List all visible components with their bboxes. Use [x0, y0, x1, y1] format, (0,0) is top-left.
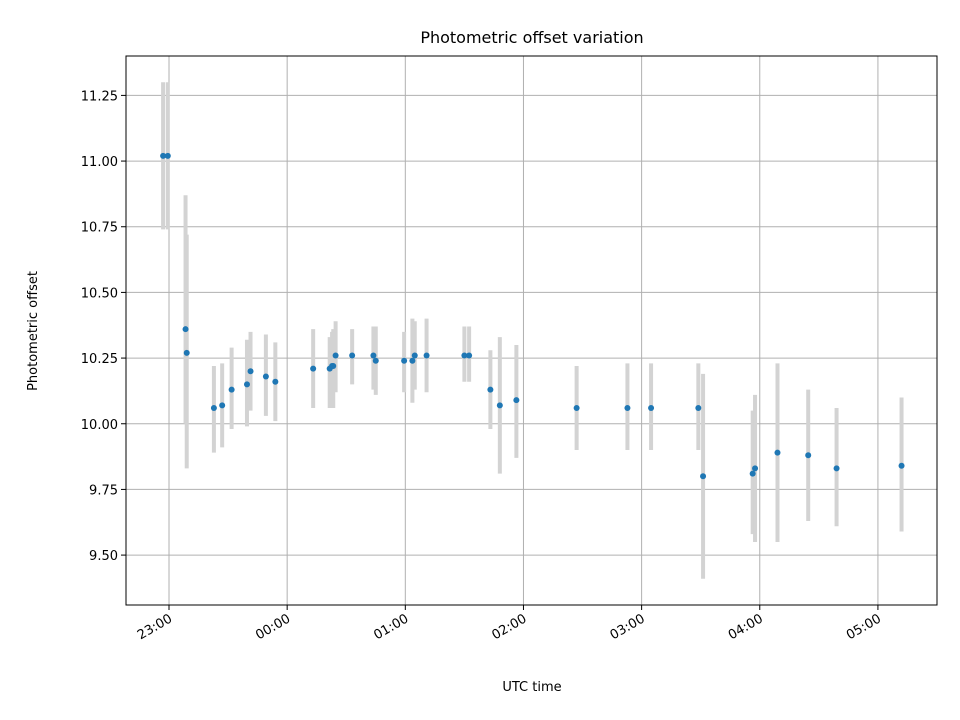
y-tick-label: 10.75 — [81, 221, 118, 236]
data-point — [164, 152, 171, 159]
data-point — [487, 386, 494, 393]
plot-frame — [125, 55, 938, 606]
data-point — [183, 349, 190, 356]
data-point — [695, 404, 702, 411]
data-point — [774, 449, 781, 456]
y-axis-label: Photometric offset — [26, 271, 41, 391]
chart-title: Photometric offset variation — [420, 28, 643, 47]
data-point — [573, 404, 580, 411]
y-tick-label: 10.00 — [81, 418, 118, 433]
data-point — [160, 152, 167, 159]
data-point — [409, 357, 416, 364]
y-tick-label: 9.75 — [89, 483, 118, 498]
data-point — [349, 352, 356, 359]
data-point — [496, 402, 503, 409]
grid — [126, 56, 937, 605]
y-axis-ticks: 9.50 9.75 10.00 10.25 10.50 10.75 11.00 11.25 — [81, 89, 126, 564]
data-point — [310, 365, 317, 372]
data-point — [219, 402, 226, 409]
data-point — [372, 357, 379, 364]
y-tick-label: 11.25 — [81, 89, 118, 104]
data-point — [700, 473, 707, 480]
y-tick-label: 11.00 — [81, 155, 118, 170]
data-point — [423, 352, 430, 359]
data-point — [332, 352, 339, 359]
data-point — [898, 462, 905, 469]
data-point — [401, 357, 408, 364]
plot-area — [125, 55, 938, 606]
plot-background — [126, 56, 937, 605]
data-point — [461, 352, 468, 359]
y-tick-label: 10.50 — [81, 286, 118, 301]
data-point — [370, 352, 377, 359]
data-point — [752, 465, 759, 472]
data-point — [272, 378, 279, 385]
data-point — [833, 465, 840, 472]
data-point — [624, 404, 631, 411]
data-point — [262, 373, 269, 380]
x-axis-label: UTC time — [502, 680, 561, 695]
data-point — [466, 352, 473, 359]
data-point — [648, 404, 655, 411]
data-point — [805, 452, 812, 459]
y-tick-label: 10.25 — [81, 352, 118, 367]
data-point — [749, 470, 756, 477]
data-point — [182, 326, 189, 333]
data-point — [513, 397, 520, 404]
data-point — [247, 368, 254, 375]
data-point — [243, 381, 250, 388]
data-point — [228, 386, 235, 393]
data-points — [160, 152, 905, 480]
data-point — [330, 362, 337, 369]
data-point — [411, 352, 418, 359]
y-tick-label: 9.50 — [89, 549, 118, 564]
data-point — [210, 404, 217, 411]
